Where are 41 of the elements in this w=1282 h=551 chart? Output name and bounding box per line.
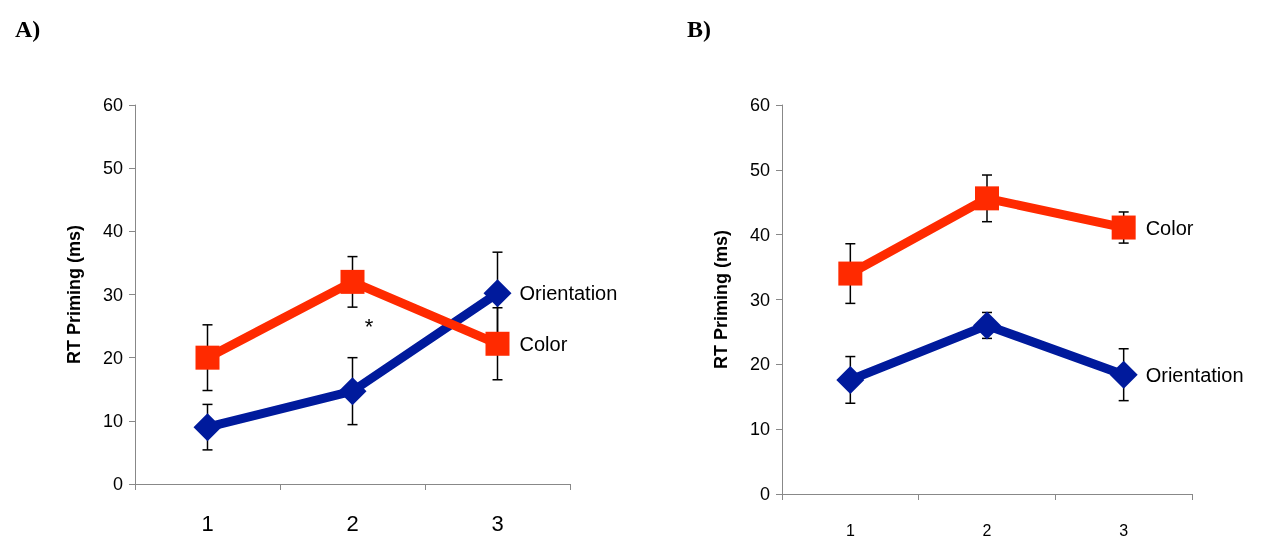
x-tick-label: 1 [845,521,855,539]
y-axis-title: RT Priming (ms) [711,229,731,370]
x-tick-label: 3 [1119,521,1129,539]
y-tick-label: 30 [749,289,770,310]
series-label: Orientation [1145,363,1244,386]
series-label: Orientation [519,282,618,305]
y-tick-label: 40 [102,221,123,242]
point [483,279,512,308]
point [836,365,865,394]
point [1109,360,1138,389]
chart-title: B) [687,16,711,42]
y-tick-label: 10 [102,410,123,431]
chart-title: A) [15,16,41,42]
y-tick-label: 20 [749,354,770,375]
point [195,345,220,370]
point [973,311,1001,340]
y-tick-label: 0 [759,484,770,504]
point [485,331,510,356]
x-tick-label: 2 [982,521,992,539]
point [338,377,367,406]
x-tick-label: 1 [201,510,214,536]
y-axis-title: RT Priming (ms) [64,224,84,365]
y-tick-label: 60 [102,95,123,115]
annotation: * [364,313,374,339]
point [193,413,222,442]
y-tick-label: 60 [749,95,770,115]
x-tick-label: 2 [346,510,359,536]
y-tick-label: 50 [102,158,123,179]
x-tick-label: 3 [491,510,504,536]
series-label: Color [519,332,568,355]
point [1111,215,1136,240]
y-tick-label: 10 [749,419,770,440]
point [838,261,863,286]
point [340,269,365,294]
y-tick-label: 30 [102,284,123,305]
point [975,186,999,211]
series-label: Color [1145,216,1194,239]
y-tick-label: 20 [102,347,123,368]
y-tick-label: 50 [749,159,770,180]
y-tick-label: 0 [112,474,123,494]
y-tick-label: 40 [749,224,770,245]
